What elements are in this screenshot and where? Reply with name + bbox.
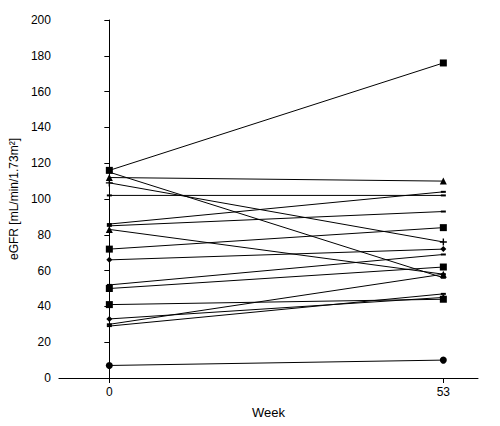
svg-text:140: 140 — [31, 120, 51, 134]
svg-text:eGFR [mL/min/1.73m²]: eGFR [mL/min/1.73m²] — [7, 138, 21, 260]
svg-text:53: 53 — [437, 385, 451, 399]
svg-text:40: 40 — [38, 299, 52, 313]
svg-text:100: 100 — [31, 192, 51, 206]
svg-text:80: 80 — [38, 228, 52, 242]
svg-text:180: 180 — [31, 49, 51, 63]
svg-text:120: 120 — [31, 156, 51, 170]
svg-text:200: 200 — [31, 13, 51, 27]
svg-text:0: 0 — [106, 385, 113, 399]
svg-text:20: 20 — [38, 335, 52, 349]
svg-text:Week: Week — [252, 405, 285, 420]
svg-text:60: 60 — [38, 264, 52, 278]
svg-text:0: 0 — [44, 371, 51, 385]
svg-text:160: 160 — [31, 85, 51, 99]
